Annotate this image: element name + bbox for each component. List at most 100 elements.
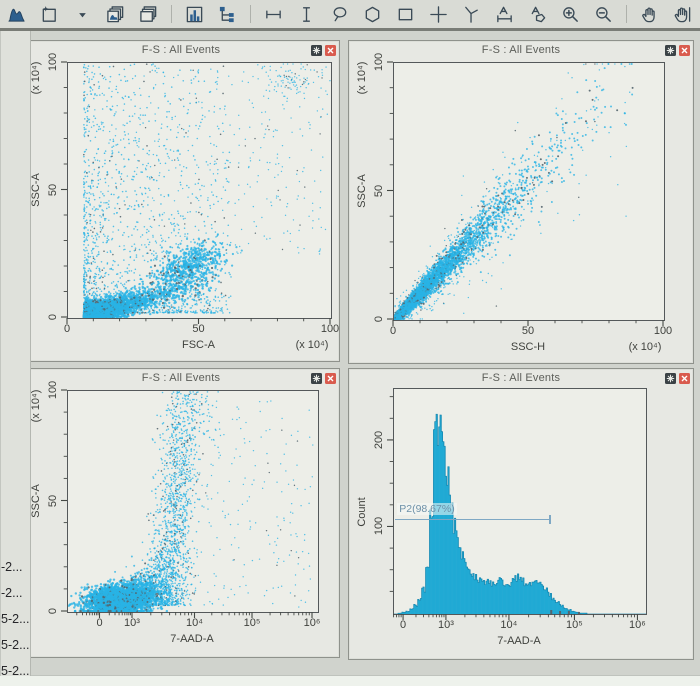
rectangle-gate-icon (396, 5, 415, 24)
plot-close-icon[interactable] (679, 371, 690, 384)
vertical-line-gate-icon (297, 5, 316, 24)
dropdown-arrow-icon (73, 5, 92, 24)
x-axis-title: FSC-A (182, 339, 215, 351)
x-tick-label: 10⁶ (303, 617, 321, 629)
plot-close-icon[interactable] (325, 43, 336, 56)
scatter-plot-box[interactable] (393, 62, 665, 321)
plot-area-fsc-ssc[interactable]: 0 50 100 0 50 100 FSC-A (x 10⁴) SSC-A (x 10⁴) (23, 53, 339, 361)
zoom-in-icon (561, 5, 580, 24)
vertical-line-gate-button[interactable] (294, 2, 319, 26)
lasso-gate-icon (330, 5, 349, 24)
new-plot-button[interactable] (37, 2, 62, 26)
main-toolbar (0, 0, 700, 28)
y-axis-ticks (387, 61, 393, 320)
layers-button[interactable] (136, 2, 161, 26)
x-axis-title: SSC-H (510, 341, 546, 353)
x-tick-label: 10⁴ (500, 619, 518, 631)
x-tick-label: 10⁵ (566, 619, 583, 631)
plot-title: F-S : All Events (481, 43, 561, 56)
polygon-label-button[interactable] (525, 2, 550, 26)
plot-header[interactable]: F-S : All Events (23, 369, 339, 386)
grab-hand-icon (673, 5, 692, 24)
plot-area-7aad-ssca[interactable]: 0 10³ 10⁴ 10⁵ 10⁶ 0 50 100 7-AAD-A SSC-A (x 10⁴) (23, 381, 339, 657)
y-tick-label: 100 (47, 52, 59, 72)
plot-close-icon[interactable] (325, 371, 336, 384)
y-axis-title: SSC-A (30, 483, 42, 518)
x-tick-label: 10³ (124, 617, 140, 629)
gate-range-line[interactable] (395, 518, 551, 521)
scatter-plot-box[interactable] (67, 62, 332, 319)
plot-header[interactable]: F-S : All Events (349, 369, 693, 386)
plot-settings-icon[interactable] (665, 371, 676, 384)
plot-settings-icon[interactable] (665, 43, 676, 56)
y-axis-title: SSC-A (356, 173, 368, 208)
plot-settings-icon[interactable] (311, 43, 322, 56)
x-axis-ticks (393, 614, 638, 620)
zoom-in-button[interactable] (558, 2, 583, 26)
x-tick-label: 50 (192, 323, 205, 335)
x-axis-ticks (66, 318, 331, 324)
hierarchy-icon (218, 5, 237, 24)
histogram-canvas (394, 389, 646, 614)
y-axis-title: Count (356, 497, 368, 527)
lasso-gate-button[interactable] (327, 2, 352, 26)
sample-list-item[interactable]: 5-2... (1, 664, 30, 678)
polygon-gate-button[interactable] (360, 2, 385, 26)
quadrant-gate-button[interactable] (426, 2, 451, 26)
y-tick-label: 0 (47, 313, 59, 321)
plot-area-7aad-histogram[interactable]: P2(98.67%) 0 10³ 10⁴ 10⁵ 10⁶ 100 200 7-AAD-A Coun… (349, 386, 693, 659)
toolbar-divider (0, 28, 700, 31)
gate-end-handle[interactable] (549, 514, 551, 524)
sample-list-item[interactable]: 5-2... (1, 638, 30, 652)
pan-hand-button[interactable] (637, 2, 662, 26)
x-axis-title: 7-AAD-A (170, 633, 214, 645)
x-tick-label: 100 (653, 325, 673, 337)
interval-gate-button[interactable] (261, 2, 286, 26)
histogram-button[interactable] (4, 2, 29, 26)
y-tick-label: 0 (373, 315, 385, 323)
angled-quadrant-gate-button[interactable] (459, 2, 484, 26)
range-label-button[interactable] (492, 2, 517, 26)
sample-list: -2... -2... 5-2... 5-2... 5-2... (1, 554, 30, 684)
plot-panel-ssch-ssca: F-S : All Events 0 50 100 0 50 100 SSC-H (x 10⁴… (348, 40, 694, 364)
x-tick-label: 0 (96, 617, 103, 629)
plot-header[interactable]: F-S : All Events (349, 41, 693, 58)
plot-settings-icon[interactable] (311, 371, 322, 384)
duplicate-plot-button[interactable] (103, 2, 128, 26)
zoom-out-icon (594, 5, 613, 24)
scatter-plot-box[interactable] (67, 390, 319, 613)
y-tick-label: 0 (47, 607, 59, 615)
y-tick-label: 50 (47, 183, 59, 196)
y-axis-ticks (61, 389, 67, 612)
x-axis-unit: (x 10⁴) (628, 341, 662, 353)
hierarchy-button[interactable] (215, 2, 240, 26)
pan-hand-icon (640, 5, 659, 24)
x-tick-label: 10⁴ (186, 617, 203, 629)
sample-list-item[interactable]: -2... (1, 560, 23, 574)
y-axis-unit: (x 10⁴) (30, 389, 42, 423)
plot-title: F-S : All Events (481, 371, 561, 384)
plot-title: F-S : All Events (141, 43, 221, 56)
sample-list-item[interactable]: -2... (1, 586, 23, 600)
plot-header[interactable]: F-S : All Events (23, 41, 339, 58)
gate-label[interactable]: P2(98.67%) (397, 502, 457, 515)
scatter-canvas (394, 63, 664, 320)
sample-list-sidebar: -2... -2... 5-2... 5-2... 5-2... (0, 31, 31, 678)
grab-hand-button[interactable] (670, 2, 695, 26)
y-axis-unit: (x 10⁴) (30, 61, 42, 95)
duplicate-plot-icon (106, 5, 125, 24)
x-tick-label: 10⁶ (629, 619, 646, 631)
x-tick-label: 0 (400, 619, 407, 631)
sample-list-item[interactable]: 5-2... (1, 612, 30, 626)
y-tick-label: 100 (373, 517, 385, 536)
plot-close-icon[interactable] (679, 43, 690, 56)
bar-chart-button[interactable] (182, 2, 207, 26)
rectangle-gate-button[interactable] (393, 2, 418, 26)
histogram-plot-box[interactable]: P2(98.67%) (393, 388, 647, 615)
x-tick-label: 0 (389, 325, 397, 337)
zoom-out-button[interactable] (591, 2, 616, 26)
plot-panel-7aad-histogram: F-S : All Events P2(98.67%) 0 10³ 10⁴ 10⁵ 10⁶… (348, 368, 694, 660)
dropdown-arrow-button[interactable] (70, 2, 95, 26)
scatter-canvas (68, 391, 318, 612)
plot-area-ssch-ssca[interactable]: 0 50 100 0 50 100 SSC-H (x 10⁴) SSC-A (x 10⁴) (349, 53, 693, 363)
